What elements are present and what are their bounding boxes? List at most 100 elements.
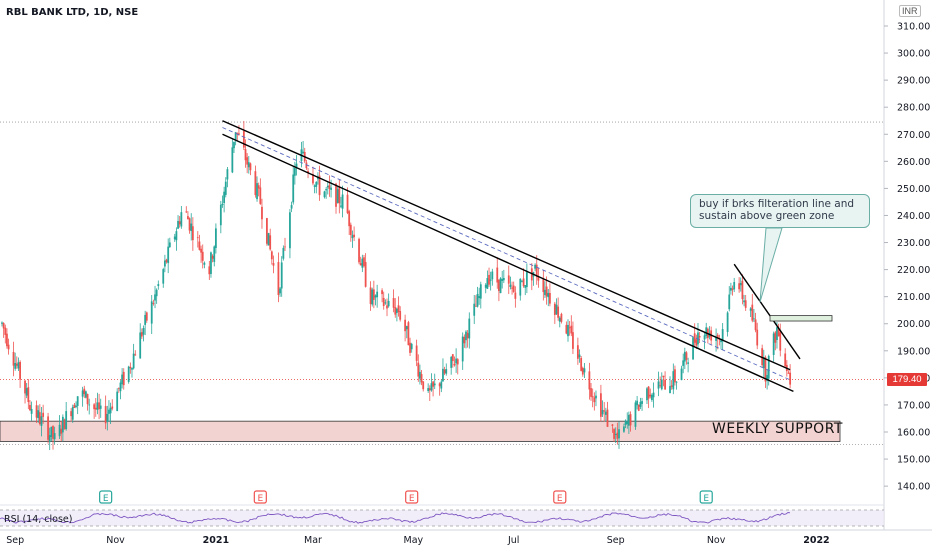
candle-body [440, 381, 443, 389]
candle-body [154, 294, 156, 301]
candle-body [721, 329, 724, 342]
candle-body [705, 327, 708, 337]
candle-body [583, 368, 586, 373]
time-tick-label: Nov [707, 535, 726, 546]
candle-body [363, 257, 365, 266]
candle-body [236, 132, 239, 134]
candle-body [15, 363, 18, 366]
candle-body [762, 357, 765, 369]
candle-body [445, 369, 448, 374]
candle-body [376, 291, 379, 298]
candle-body [201, 251, 204, 261]
earnings-marker-label: E [103, 494, 109, 504]
candle-body [776, 327, 778, 341]
candle-body [85, 391, 87, 398]
candle-body [191, 226, 194, 241]
candle-body [108, 409, 110, 414]
candle-body [180, 212, 183, 227]
candle-body [14, 363, 17, 369]
price-tick-label: 200.00 [897, 319, 930, 330]
candle-body [420, 374, 423, 383]
candle-body [96, 402, 99, 410]
candle-body [4, 327, 7, 335]
candle-body [544, 289, 546, 296]
candle-body [512, 285, 515, 292]
candle-body [603, 410, 606, 412]
candle-body [751, 304, 754, 321]
candle-body [210, 252, 212, 274]
candle-body [646, 388, 648, 401]
candle-body [565, 324, 568, 334]
candle-body [336, 189, 339, 203]
candle-body [634, 402, 637, 427]
candle-body [557, 306, 560, 318]
candle-body [38, 412, 41, 424]
time-tick-label: Jul [507, 535, 519, 546]
candle-body [83, 388, 86, 395]
earnings-marker-label: E [703, 494, 709, 504]
candle-body [315, 181, 318, 187]
candle-body [256, 183, 258, 200]
candle-body [257, 185, 260, 189]
candle-body [254, 171, 257, 196]
candle-body [223, 191, 226, 204]
candle-body [145, 312, 148, 321]
candle-body [687, 362, 690, 364]
candle-body [453, 364, 456, 366]
last-price-tag: 179.40 [887, 373, 927, 386]
candle-body [157, 284, 160, 287]
candle-body [292, 174, 295, 203]
candle-body [716, 334, 719, 339]
price-tick-label: 220.00 [897, 265, 930, 276]
candle-body [593, 397, 596, 403]
candle-body [165, 259, 168, 263]
candle-body [12, 351, 15, 366]
price-tick-label: 300.00 [897, 49, 930, 60]
candle-body [754, 319, 757, 331]
candle-body [395, 308, 398, 313]
candle-body [560, 313, 563, 322]
candle-body [52, 426, 54, 439]
candle-body [450, 356, 453, 368]
candle-body [302, 151, 305, 154]
time-tick-label: Mar [304, 535, 322, 546]
candle-body [99, 405, 102, 409]
candle-body [604, 411, 607, 415]
candle-body [558, 317, 561, 322]
candle-body [553, 303, 556, 315]
price-tick-label: 190.00 [897, 346, 930, 357]
candle-body [659, 385, 662, 387]
candle-body [25, 388, 28, 396]
price-tick-label: 160.00 [897, 428, 930, 439]
candle-body [219, 204, 222, 226]
candle-body [784, 353, 787, 367]
candle-body [280, 262, 283, 289]
candle-body [17, 362, 20, 369]
candle-body [60, 428, 63, 434]
candle-body [221, 203, 224, 206]
candle-body [63, 419, 66, 430]
candle-body [328, 185, 331, 190]
candle-body [652, 392, 655, 398]
candle-body [465, 331, 467, 341]
candle-body [660, 379, 663, 390]
candle-body [766, 375, 768, 381]
candle-body [196, 237, 199, 239]
currency-badge[interactable]: INR [899, 5, 921, 17]
candle-body [42, 412, 45, 417]
candle-body [637, 404, 640, 411]
candle-body [208, 266, 211, 275]
candle-body [132, 353, 135, 369]
candle-body [611, 424, 614, 426]
candle-body [697, 332, 699, 345]
candle-body [387, 300, 390, 307]
candle-body [372, 289, 375, 300]
candle-body [606, 409, 609, 427]
candle-body [738, 283, 741, 290]
candle-body [152, 303, 155, 304]
candle-body [163, 260, 166, 267]
candle-body [76, 396, 79, 406]
candle-body [369, 287, 372, 304]
candle-body [419, 371, 421, 379]
